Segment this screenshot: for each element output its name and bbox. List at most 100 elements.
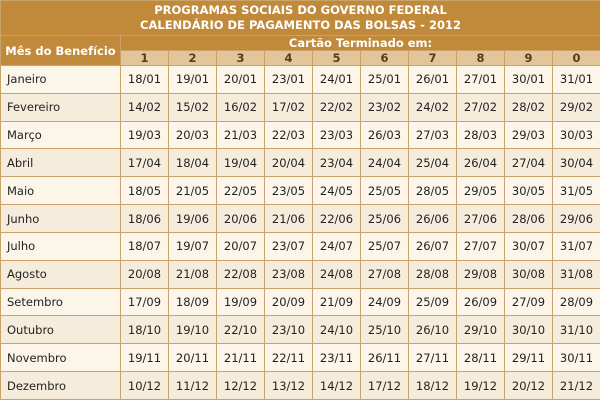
payment-date-cell: 24/07 [312, 231, 361, 261]
payment-date-cell: 28/06 [504, 204, 553, 233]
payment-date-cell: 25/05 [360, 176, 409, 206]
payment-date-cell: 30/08 [504, 259, 553, 289]
month-cell: Julho [0, 231, 121, 261]
payment-date-cell: 20/11 [168, 343, 217, 373]
payment-date-cell: 18/05 [120, 176, 169, 206]
payment-date-cell: 19/07 [168, 231, 217, 261]
payment-date-cell: 10/12 [120, 371, 169, 400]
payment-date-cell: 19/03 [120, 120, 169, 150]
payment-date-cell: 17/02 [264, 92, 313, 122]
payment-date-cell: 20/09 [264, 287, 313, 317]
month-cell: Agosto [0, 259, 121, 289]
payment-date-cell: 24/04 [360, 148, 409, 178]
payment-date-cell: 26/06 [408, 204, 457, 233]
payment-date-cell: 23/03 [312, 120, 361, 150]
card-digit-header: 5 [312, 50, 361, 66]
payment-date-cell: 17/09 [120, 287, 169, 317]
payment-date-cell: 11/12 [168, 371, 217, 400]
payment-date-cell: 29/06 [551, 204, 600, 233]
payment-date-cell: 26/11 [360, 343, 409, 373]
payment-date-cell: 23/02 [360, 92, 409, 122]
payment-date-cell: 20/07 [216, 231, 265, 261]
payment-date-cell: 25/01 [360, 65, 409, 94]
month-cell: Março [0, 120, 121, 150]
payment-date-cell: 23/08 [264, 259, 313, 289]
payment-date-cell: 24/08 [312, 259, 361, 289]
payment-date-cell: 22/10 [216, 315, 265, 345]
payment-date-cell: 22/03 [264, 120, 313, 150]
payment-date-cell: 22/02 [312, 92, 361, 122]
payment-date-cell: 29/10 [456, 315, 505, 345]
payment-date-cell: 18/12 [408, 371, 457, 400]
payment-date-cell: 24/10 [312, 315, 361, 345]
payment-date-cell: 22/05 [216, 176, 265, 206]
card-digit-header: 0 [551, 50, 600, 66]
payment-date-cell: 29/08 [456, 259, 505, 289]
payment-date-cell: 26/07 [408, 231, 457, 261]
payment-date-cell: 31/10 [551, 315, 600, 345]
payment-date-cell: 29/03 [504, 120, 553, 150]
card-digit-header: 6 [360, 50, 409, 66]
payment-date-cell: 25/04 [408, 148, 457, 178]
payment-date-cell: 19/11 [120, 343, 169, 373]
card-digit-header: 9 [504, 50, 553, 66]
month-cell: Fevereiro [0, 92, 121, 122]
month-cell: Junho [0, 204, 121, 233]
payment-date-cell: 25/09 [408, 287, 457, 317]
payment-date-cell: 21/03 [216, 120, 265, 150]
card-digit-header: 2 [168, 50, 217, 66]
payment-date-cell: 19/01 [168, 65, 217, 94]
table-row: Junho 18/06 19/06 20/06 21/06 22/06 25/06 26/06… [0, 204, 600, 233]
table-row: Maio 18/05 21/05 22/05 23/05 24/05 25/05 28/05 2… [0, 176, 600, 206]
payment-date-cell: 20/04 [264, 148, 313, 178]
payment-date-cell: 27/07 [456, 231, 505, 261]
payment-date-cell: 21/11 [216, 343, 265, 373]
payment-date-cell: 20/03 [168, 120, 217, 150]
payment-date-cell: 18/10 [120, 315, 169, 345]
card-digit-header: 7 [408, 50, 457, 66]
table-row: Julho 18/07 19/07 20/07 23/07 24/07 25/07 26/07… [0, 231, 600, 261]
payment-date-cell: 28/03 [456, 120, 505, 150]
payment-date-cell: 31/01 [551, 65, 600, 94]
payment-date-cell: 19/12 [456, 371, 505, 400]
card-digit-header: 3 [216, 50, 265, 66]
payment-date-cell: 28/08 [408, 259, 457, 289]
table-row: Dezembro 10/12 11/12 12/12 13/12 14/12 17/12 18… [0, 371, 600, 400]
payment-date-cell: 20/06 [216, 204, 265, 233]
month-cell: Maio [0, 176, 121, 206]
payment-date-cell: 31/05 [551, 176, 600, 206]
payment-date-cell: 29/11 [504, 343, 553, 373]
payment-date-cell: 19/09 [216, 287, 265, 317]
payment-date-cell: 17/04 [120, 148, 169, 178]
payment-date-cell: 27/02 [456, 92, 505, 122]
payment-date-cell: 29/05 [456, 176, 505, 206]
payment-date-cell: 24/09 [360, 287, 409, 317]
payment-date-cell: 26/01 [408, 65, 457, 94]
table-row: Agosto 20/08 21/08 22/08 23/08 24/08 27/08 28/0… [0, 259, 600, 289]
payment-date-cell: 28/09 [551, 287, 600, 317]
payment-date-cell: 24/02 [408, 92, 457, 122]
month-column-header: Mês do Benefício [0, 35, 121, 66]
payment-date-cell: 26/04 [456, 148, 505, 178]
payment-date-cell: 23/11 [312, 343, 361, 373]
payment-date-cell: 29/02 [551, 92, 600, 122]
month-cell: Abril [0, 148, 121, 178]
table-row: Setembro 17/09 18/09 19/09 20/09 21/09 24/09 25… [0, 287, 600, 317]
payment-date-cell: 22/06 [312, 204, 361, 233]
table-row: Março 19/03 20/03 21/03 22/03 23/03 26/03 27/03… [0, 120, 600, 150]
payment-date-cell: 28/02 [504, 92, 553, 122]
table-row: Abril 17/04 18/04 19/04 20/04 23/04 24/04 25/04… [0, 148, 600, 178]
calendar-body: Janeiro 18/01 19/01 20/01 23/01 24/01 25/01 26/… [0, 65, 600, 400]
payment-date-cell: 30/11 [551, 343, 600, 373]
payment-date-cell: 30/05 [504, 176, 553, 206]
payment-date-cell: 22/11 [264, 343, 313, 373]
payment-date-cell: 23/10 [264, 315, 313, 345]
payment-date-cell: 27/04 [504, 148, 553, 178]
month-cell: Novembro [0, 343, 121, 373]
month-cell: Dezembro [0, 371, 121, 400]
table-row: Outubro 18/10 19/10 22/10 23/10 24/10 25/10 26/… [0, 315, 600, 345]
table-row: Janeiro 18/01 19/01 20/01 23/01 24/01 25/01 26/… [0, 65, 600, 94]
payment-date-cell: 30/07 [504, 231, 553, 261]
